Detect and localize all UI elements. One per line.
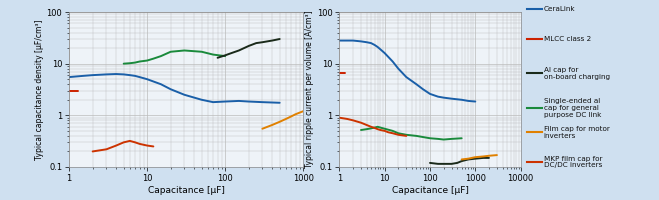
Text: MKP film cap for
DC/DC inverters: MKP film cap for DC/DC inverters bbox=[544, 156, 602, 168]
Text: CeraLink: CeraLink bbox=[544, 6, 575, 12]
X-axis label: Capacitance [µF]: Capacitance [µF] bbox=[148, 186, 225, 195]
X-axis label: Capacitance [µF]: Capacitance [µF] bbox=[391, 186, 469, 195]
Y-axis label: Typical capacitance density [µF/cm³]: Typical capacitance density [µF/cm³] bbox=[35, 19, 43, 160]
Text: Film cap for motor
inverters: Film cap for motor inverters bbox=[544, 126, 610, 139]
Text: MLCC class 2: MLCC class 2 bbox=[544, 36, 591, 42]
Text: Single-ended al
cap for general
purpose DC link: Single-ended al cap for general purpose … bbox=[544, 98, 601, 118]
Text: Al cap for
on-board charging: Al cap for on-board charging bbox=[544, 67, 610, 80]
Y-axis label: Typical ripple current per volume [A/cm³]: Typical ripple current per volume [A/cm³… bbox=[305, 11, 314, 168]
